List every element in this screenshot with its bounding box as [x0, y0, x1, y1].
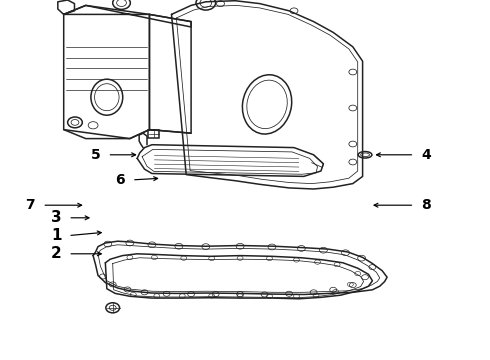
Text: 4: 4 [421, 148, 431, 162]
Text: 6: 6 [115, 173, 125, 187]
Text: 1: 1 [51, 228, 62, 243]
Text: 3: 3 [51, 210, 62, 225]
Text: 7: 7 [25, 198, 35, 212]
Text: 5: 5 [91, 148, 100, 162]
Text: 2: 2 [51, 246, 62, 261]
Text: 8: 8 [421, 198, 431, 212]
FancyBboxPatch shape [148, 130, 159, 138]
